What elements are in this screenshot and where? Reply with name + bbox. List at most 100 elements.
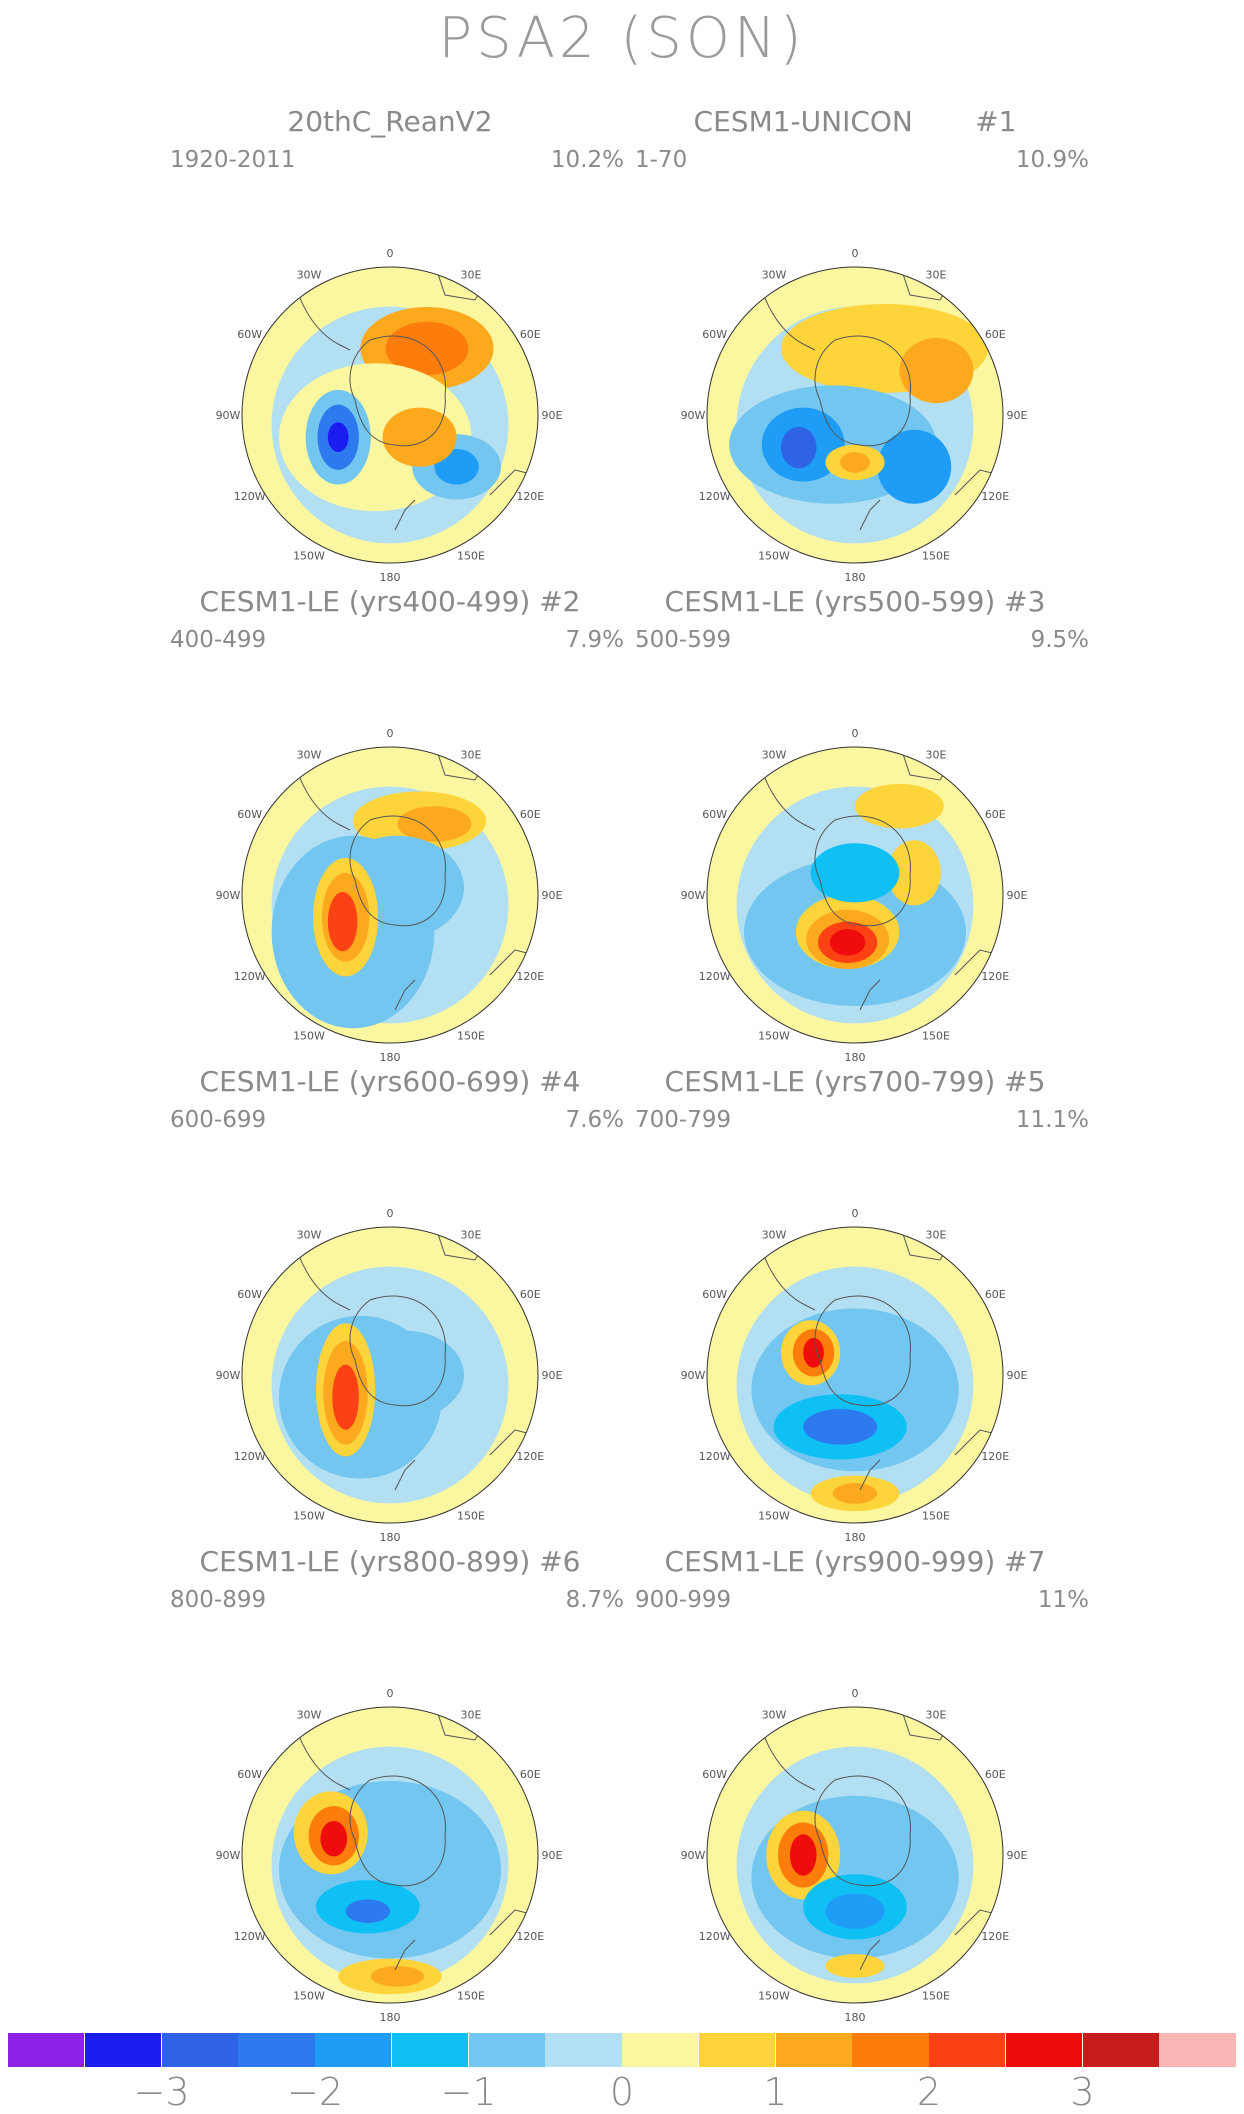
new-zealand-coastline <box>859 1459 881 1491</box>
colorbar-tick-label: −2 <box>286 2070 344 2114</box>
longitude-label: 90W <box>216 409 241 422</box>
longitude-label: 180 <box>380 1531 401 1544</box>
map-panel: CESM1-LE (yrs400-499) #2 400-499 7.9% 0 30E 6… <box>110 585 670 1065</box>
polar-map: 0 30E 60E 90E 120E 150E 180 150W 120W 90W 60W 30W <box>216 247 563 584</box>
longitude-label: 60E <box>985 808 1006 821</box>
colorbar-swatch <box>8 2033 86 2067</box>
anomaly-contour <box>877 429 952 504</box>
longitude-label: 150W <box>293 1509 325 1522</box>
colorbar-tick-label: −1 <box>440 2070 497 2114</box>
anomaly-contour <box>829 929 866 956</box>
colorbar-tick-label: 0 <box>609 2070 635 2114</box>
longitude-label: 90W <box>681 1369 706 1382</box>
longitude-label: 180 <box>845 2011 866 2024</box>
longitude-label: 0 <box>852 727 859 740</box>
colorbar-swatch <box>315 2033 393 2067</box>
colorbar-swatch <box>698 2033 776 2067</box>
longitude-label: 150E <box>457 1989 485 2002</box>
longitude-label: 30E <box>461 269 482 282</box>
new-zealand-coastline <box>394 979 416 1011</box>
colorbar-swatch <box>161 2033 239 2067</box>
map-panel: CESM1-LE (yrs900-999) #7 900-999 11% 0 30E 60… <box>575 1545 1135 2025</box>
longitude-label: 30W <box>297 269 322 282</box>
colorbar-swatch <box>1159 2033 1237 2067</box>
longitude-label: 90E <box>1007 1849 1028 1862</box>
colorbar-tick-label: −3 <box>133 2070 190 2114</box>
longitude-label: 90W <box>216 1849 241 1862</box>
colorbar-swatch <box>852 2033 930 2067</box>
colorbar-tick-label: 1 <box>763 2070 788 2114</box>
map-border <box>706 1706 1004 2004</box>
longitude-label: 0 <box>852 1207 859 1220</box>
panel-variance-percent: 10.9% <box>1015 147 1089 173</box>
anomaly-contour <box>385 321 469 376</box>
longitude-label: 0 <box>852 1687 859 1700</box>
anomaly-contour <box>781 426 817 469</box>
longitude-label: 120W <box>234 970 266 983</box>
longitude-label: 60W <box>237 1288 262 1301</box>
longitude-label: 30W <box>297 749 322 762</box>
longitude-label: 120W <box>699 970 731 983</box>
map-border <box>241 1706 539 2004</box>
longitude-label: 30E <box>461 749 482 762</box>
longitude-label: 30E <box>926 749 947 762</box>
longitude-label: 0 <box>387 1687 394 1700</box>
longitude-label: 180 <box>380 571 401 584</box>
map-border <box>241 1226 539 1524</box>
longitude-label: 0 <box>852 247 859 260</box>
panel-variance-percent: 7.9% <box>565 627 624 653</box>
longitude-label: 30E <box>461 1229 482 1242</box>
longitude-label: 120W <box>699 1450 731 1463</box>
longitude-label: 30W <box>762 1229 787 1242</box>
antarctica-coastline <box>814 1295 911 1407</box>
antarctica-coastline <box>814 815 911 927</box>
anomaly-contour <box>345 1330 464 1420</box>
colorbar <box>8 2033 1237 2067</box>
longitude-label: 60W <box>702 1768 727 1781</box>
panel-variance-percent: 10.2% <box>550 147 624 173</box>
panel-title: CESM1-UNICON #1 <box>693 105 1017 138</box>
longitude-label: 150E <box>457 549 485 562</box>
longitude-label: 30E <box>926 269 947 282</box>
longitude-label: 120E <box>516 1450 544 1463</box>
antarctica-coastline <box>349 335 446 447</box>
anomaly-contour <box>327 422 349 453</box>
map-panel: CESM1-LE (yrs500-599) #3 500-599 9.5% 0 30E 6… <box>575 585 1135 1065</box>
longitude-label: 90E <box>542 889 563 902</box>
anomaly-contour <box>810 843 900 903</box>
longitude-label: 30E <box>926 1709 947 1722</box>
colorbar-swatch <box>1082 2033 1160 2067</box>
anomaly-contour <box>825 1954 885 1978</box>
antarctica-coastline <box>349 815 446 927</box>
new-zealand-coastline <box>394 1459 416 1491</box>
longitude-label: 90W <box>681 409 706 422</box>
antarctica-coastline <box>814 335 911 447</box>
longitude-label: 120W <box>699 490 731 503</box>
longitude-label: 120E <box>516 1930 544 1943</box>
longitude-label: 150W <box>293 1029 325 1042</box>
longitude-label: 60W <box>237 808 262 821</box>
map-panel: 20thC_ReanV2 1920-2011 10.2% 0 30E 60E 90E 120E… <box>110 105 670 585</box>
longitude-label: 0 <box>387 727 394 740</box>
panel-years: 1920-2011 <box>170 147 296 173</box>
anomaly-contour <box>803 1409 878 1445</box>
longitude-label: 90W <box>216 889 241 902</box>
longitude-label: 150W <box>758 1989 790 2002</box>
panel-title: CESM1-LE (yrs900-999) #7 <box>664 1545 1046 1578</box>
longitude-label: 120E <box>981 1450 1009 1463</box>
longitude-label: 150E <box>457 1029 485 1042</box>
panel-years: 900-999 <box>635 1587 732 1613</box>
longitude-label: 90W <box>681 1849 706 1862</box>
map-panel: CESM1-LE (yrs600-699) #4 600-699 7.6% 0 30E 6… <box>110 1065 670 1545</box>
anomaly-contour <box>840 452 870 473</box>
panel-variance-percent: 11% <box>1037 1587 1089 1613</box>
longitude-label: 180 <box>380 2011 401 2024</box>
longitude-label: 90E <box>1007 889 1028 902</box>
map-border <box>241 266 539 564</box>
longitude-label: 60E <box>520 1768 541 1781</box>
longitude-label: 120E <box>516 490 544 503</box>
antarctica-coastline <box>349 1775 446 1887</box>
anomaly-contour <box>332 1364 359 1430</box>
anomaly-contour <box>899 338 974 404</box>
longitude-label: 180 <box>845 1051 866 1064</box>
